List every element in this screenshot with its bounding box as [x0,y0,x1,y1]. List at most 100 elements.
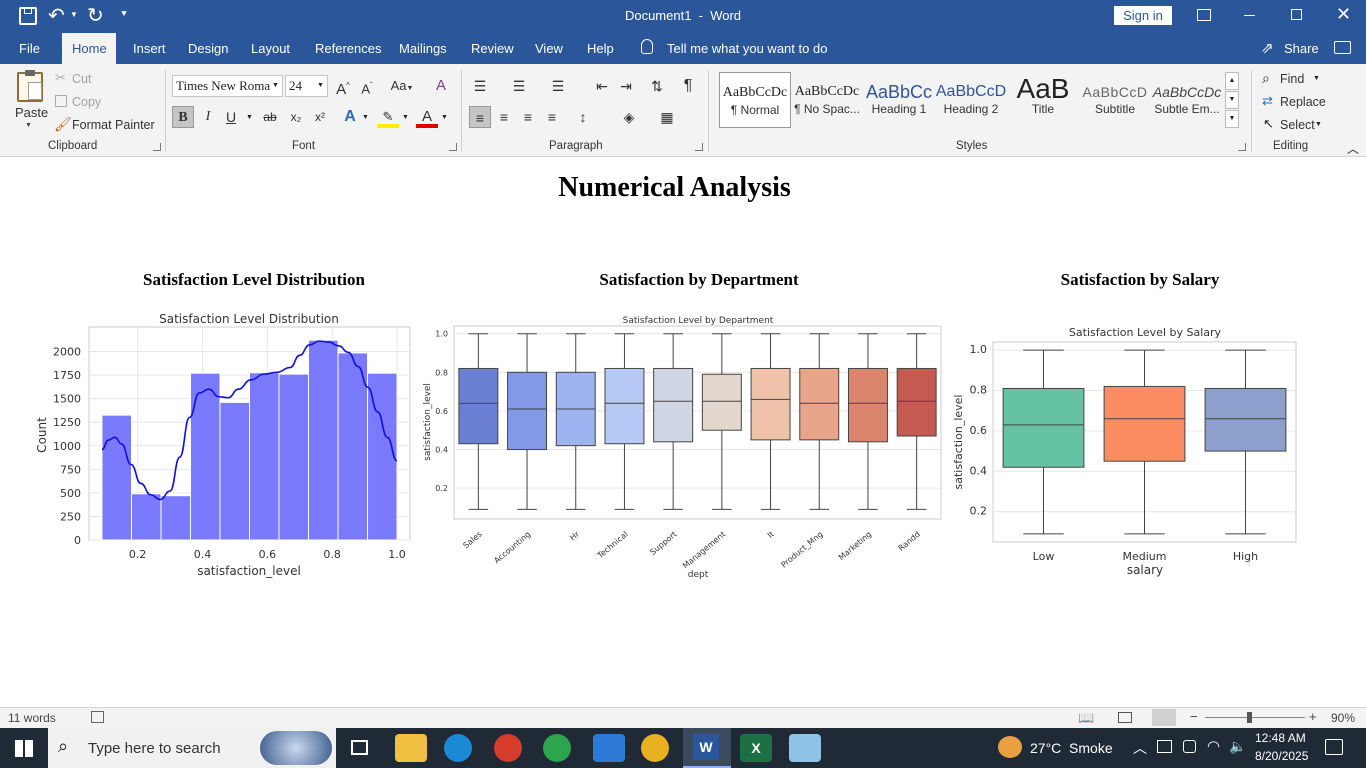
align-right-icon[interactable]: ≡ [523,109,533,125]
style-heading-2[interactable]: AaBbCcD Heading 2 [935,83,1007,116]
cut-button[interactable]: Cut [72,72,92,86]
close-icon[interactable]: ✕ [1336,4,1352,24]
replace-button[interactable]: Replace [1280,95,1326,109]
tab-file[interactable]: File [19,41,40,56]
windows-start-icon[interactable] [15,740,33,757]
tab-home[interactable]: Home [62,33,116,64]
chrome-profile-k-icon[interactable] [543,734,571,762]
find-icon[interactable]: ⌕ [1262,70,1270,86]
increase-indent-icon[interactable]: ⇥ [620,78,632,94]
font-name-dropdown-icon[interactable]: ▼ [272,82,279,89]
tell-me-search[interactable]: Tell me what you want to do [667,41,828,56]
tab-review[interactable]: Review [471,41,514,56]
justify-icon[interactable]: ≡ [547,109,557,125]
sign-in-button[interactable]: Sign in [1114,6,1172,25]
underline-button[interactable]: U [225,109,237,125]
clock-date[interactable]: 8/20/2025 [1255,749,1309,763]
paragraph-launcher-icon[interactable] [695,143,703,151]
zoom-slider-thumb[interactable] [1247,712,1252,723]
line-spacing-icon[interactable]: ↕ [579,109,587,125]
select-button[interactable]: Select [1280,118,1315,132]
chrome-icon[interactable] [641,734,669,762]
customize-toolbar-icon[interactable]: ⯆ [120,9,128,20]
zoom-out-icon[interactable]: − [1190,709,1198,724]
task-view-icon[interactable] [351,740,368,755]
weather-icon[interactable] [998,736,1022,758]
bullets-icon[interactable]: ☰ [473,78,487,94]
find-button[interactable]: Find [1280,72,1305,86]
proofing-icon[interactable] [91,711,104,723]
sort-icon[interactable]: ⇅ [651,78,663,94]
paste-icon[interactable] [17,70,43,102]
paste-dropdown-icon[interactable]: ▼ [25,122,32,129]
multilevel-list-icon[interactable]: ☰ [551,78,565,94]
tab-mailings[interactable]: Mailings [399,41,447,56]
underline-dropdown-icon[interactable]: ▼ [246,114,253,121]
style-subtle-emphasis[interactable]: AaBbCcDc Subtle Em... [1152,84,1222,116]
styles-scroll-up-icon[interactable]: ▲ [1225,72,1239,90]
decrease-indent-icon[interactable]: ⇤ [596,78,608,94]
undo-icon[interactable]: ↶ [48,5,65,27]
taskbar-search-box[interactable]: ⌕ Type here to search [48,728,336,768]
save-icon[interactable] [19,7,37,25]
comments-icon[interactable] [1334,41,1351,54]
share-icon[interactable]: ⇗ [1261,40,1274,57]
tab-design[interactable]: Design [188,41,229,56]
align-left-icon[interactable]: ≡ [469,106,491,128]
highlight-dropdown-icon[interactable]: ▼ [402,114,409,121]
meet-now-icon[interactable] [1183,740,1196,753]
format-painter-button[interactable]: Format Painter [72,118,155,132]
style-title[interactable]: AaB Title [1016,73,1070,116]
font-size-dropdown-icon[interactable]: ▼ [317,82,324,89]
zoom-level[interactable]: 90% [1331,711,1356,725]
wifi-icon[interactable]: ◠ [1207,738,1221,755]
styles-more-icon[interactable]: ▼ [1225,110,1239,128]
share-button[interactable]: Share [1284,41,1319,56]
edge-icon[interactable] [444,734,472,762]
photos-icon[interactable] [593,734,625,762]
superscript-button[interactable]: x² [315,110,325,124]
replace-icon[interactable]: ⇄ [1262,93,1273,108]
document-page[interactable]: Numerical Analysis Satisfaction Level Di… [0,157,1366,707]
notifications-icon[interactable] [1325,739,1343,755]
taskbar-search-input[interactable]: Type here to search [88,740,221,757]
paste-button[interactable]: Paste [15,105,49,120]
notepad-icon[interactable] [789,734,821,762]
tab-view[interactable]: View [535,41,563,56]
font-launcher-icon[interactable] [449,143,457,151]
style-normal[interactable]: AaBbCcDc ¶ Normal [719,72,791,128]
font-color-dropdown-icon[interactable]: ▼ [441,114,448,121]
change-case-icon[interactable]: Aa▼ [390,78,414,93]
strikethrough-button[interactable]: ab [263,110,277,124]
select-dropdown-icon[interactable]: ▼ [1315,121,1322,128]
word-taskbar-active[interactable]: W [683,728,731,768]
styles-launcher-icon[interactable] [1238,143,1246,151]
excel-icon[interactable]: X [740,734,772,762]
copy-button[interactable]: Copy [72,95,102,109]
chrome-profile-e-icon[interactable] [494,734,522,762]
undo-dropdown-icon[interactable]: ▼ [70,10,78,19]
web-layout-icon[interactable] [1152,709,1176,726]
tab-insert[interactable]: Insert [133,41,166,56]
clock-time[interactable]: 12:48 AM [1255,731,1306,745]
volume-icon[interactable]: 🔈 [1229,738,1247,754]
read-mode-icon[interactable]: 📖 [1078,710,1095,725]
redo-icon[interactable]: ↻ [87,5,104,27]
style-subtitle[interactable]: AaBbCcD Subtitle [1082,84,1148,116]
find-dropdown-icon[interactable]: ▼ [1313,75,1320,82]
borders-icon[interactable]: ▦ [660,109,674,125]
font-color-icon[interactable]: A [416,106,438,128]
italic-button[interactable]: I [205,109,211,124]
print-layout-icon[interactable] [1118,712,1132,723]
text-effects-dropdown-icon[interactable]: ▼ [362,114,369,121]
subscript-button[interactable]: x₂ [290,110,302,124]
format-painter-icon[interactable]: 🖌 [54,116,72,132]
collapse-ribbon-icon[interactable]: ︿ [1347,142,1360,156]
ribbon-display-options-icon[interactable] [1197,9,1211,21]
style-heading-1[interactable]: AaBbCc Heading 1 [865,82,933,116]
grow-font-icon[interactable]: A^ [336,81,350,98]
tab-references[interactable]: References [315,41,382,56]
select-icon[interactable]: ↖ [1263,116,1274,131]
numbering-icon[interactable]: ☰ [512,78,526,94]
align-center-icon[interactable]: ≡ [499,109,509,125]
